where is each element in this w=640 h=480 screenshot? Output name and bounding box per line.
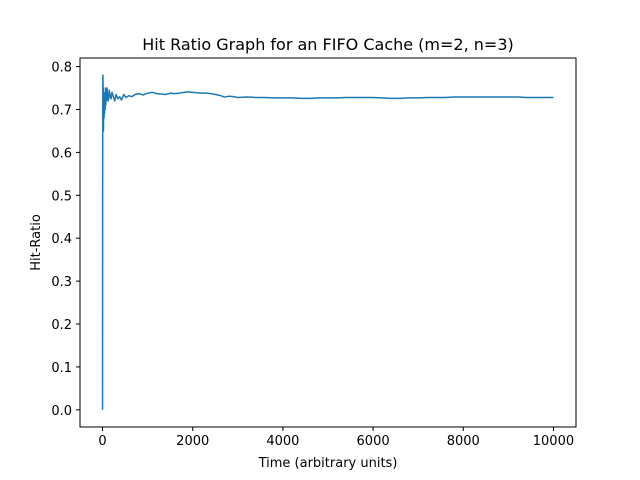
y-axis-label: Hit-Ratio (29, 214, 44, 271)
x-axis-label: Time (arbitrary units) (258, 456, 398, 471)
x-tick-label: 2000 (176, 434, 209, 449)
y-tick-label: 0.8 (51, 61, 72, 76)
y-tick-label: 0.4 (51, 232, 72, 247)
y-tick-label: 0.3 (51, 275, 72, 290)
y-tick-label: 0.5 (51, 189, 72, 204)
x-tick-label: 8000 (447, 434, 480, 449)
x-tick-label: 6000 (357, 434, 390, 449)
x-axis-ticks: 0 2000 4000 6000 8000 10000 (98, 427, 574, 449)
hit-ratio-series-line (101, 74, 554, 410)
plot-area (101, 74, 554, 410)
chart-title: Hit Ratio Graph for an FIFO Cache (m=2, … (142, 35, 513, 54)
y-tick-label: 0.6 (51, 146, 72, 161)
y-tick-label: 0.0 (51, 404, 72, 419)
y-axis-ticks: 0.0 0.1 0.2 0.3 0.4 0.5 0.6 0.7 0.8 (51, 61, 80, 419)
x-tick-label: 4000 (266, 434, 299, 449)
y-tick-label: 0.1 (51, 361, 72, 376)
y-tick-label: 0.7 (51, 103, 72, 118)
plot-frame (79, 57, 577, 428)
y-tick-label: 0.2 (51, 318, 72, 333)
x-tick-label: 0 (98, 434, 106, 449)
x-tick-label: 10000 (533, 434, 574, 449)
